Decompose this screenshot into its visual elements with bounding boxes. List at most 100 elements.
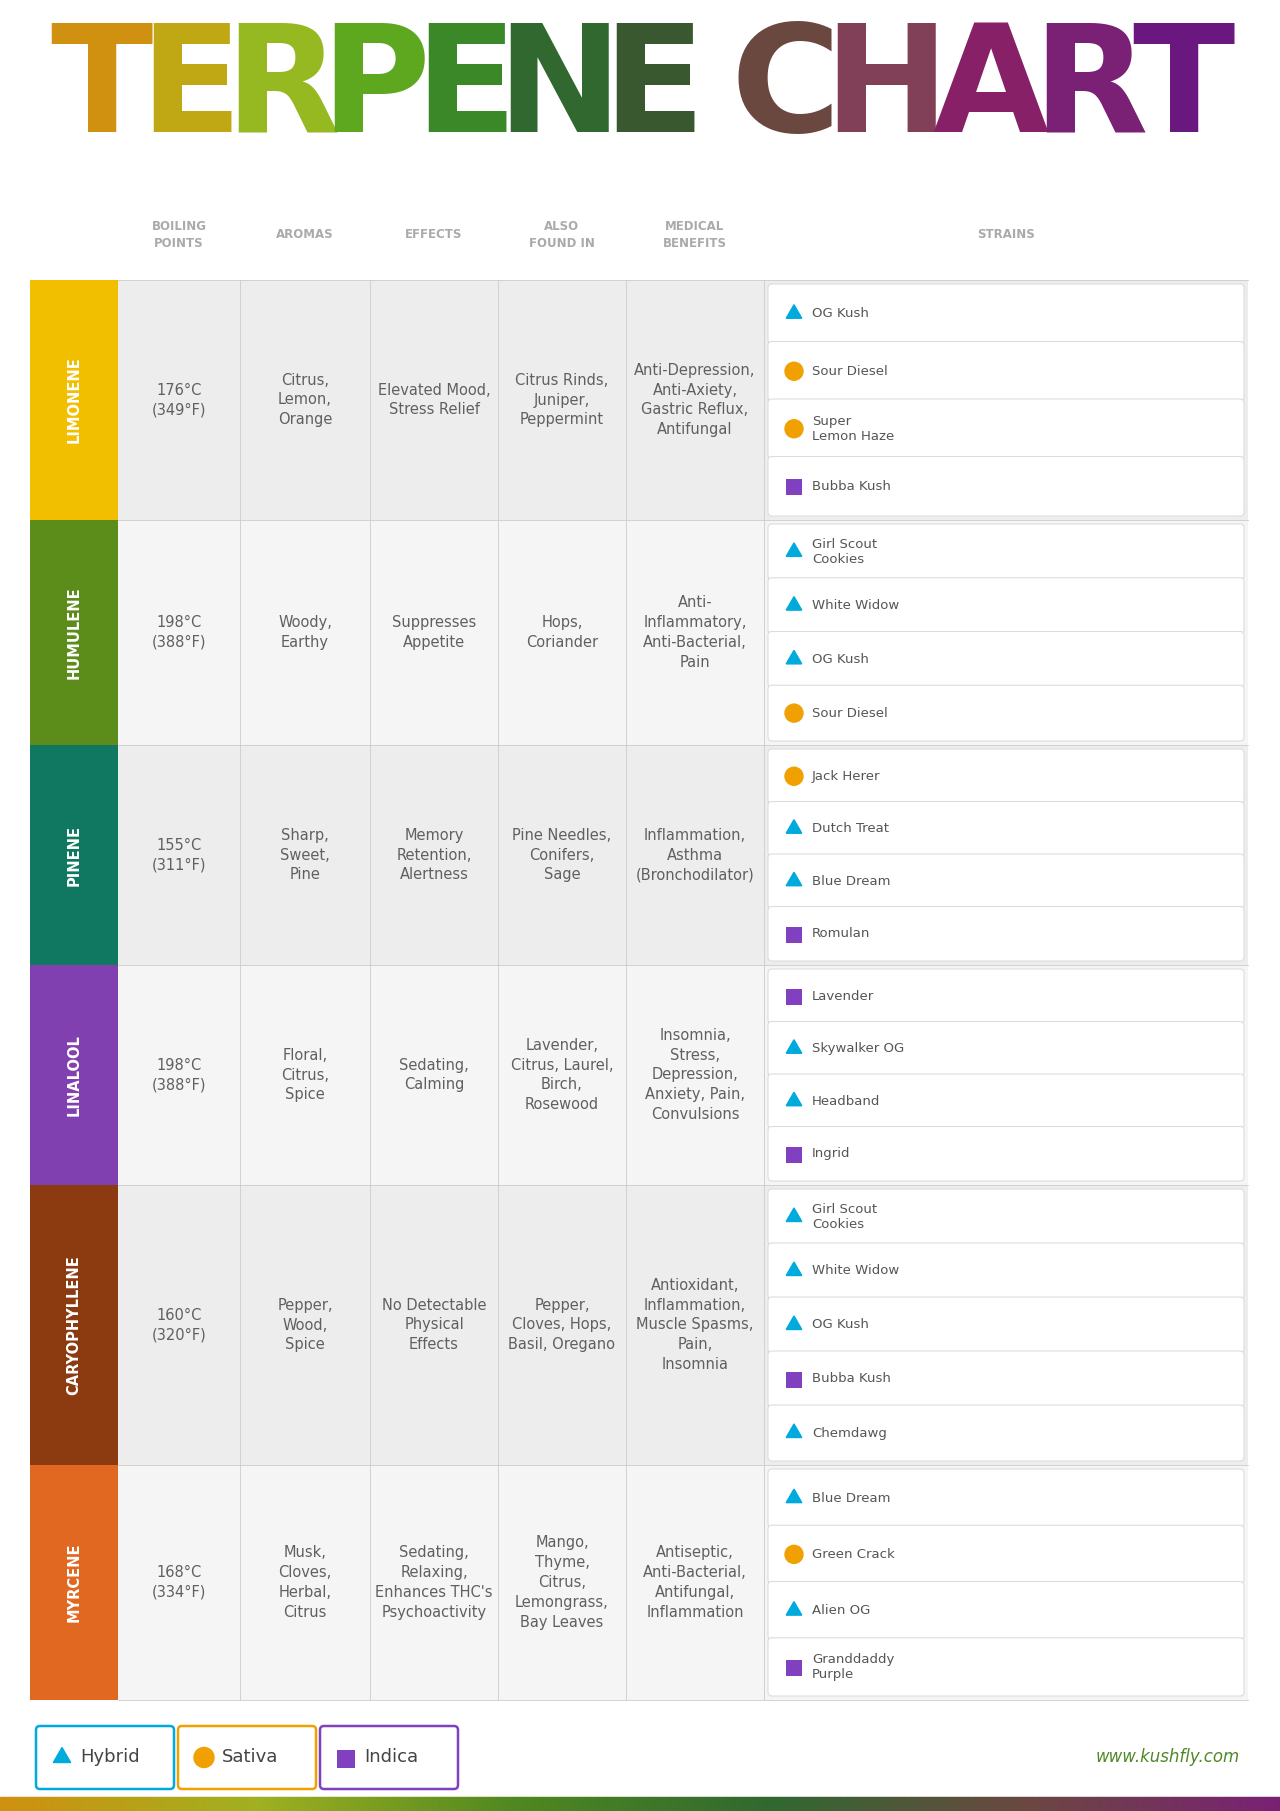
FancyBboxPatch shape: [118, 520, 1248, 744]
FancyBboxPatch shape: [786, 989, 803, 1005]
FancyBboxPatch shape: [29, 744, 118, 965]
FancyBboxPatch shape: [768, 284, 1244, 344]
FancyBboxPatch shape: [786, 1661, 803, 1675]
Text: Romulan: Romulan: [812, 927, 870, 940]
Text: Antioxidant,
Inflammation,
Muscle Spasms,
Pain,
Insomnia: Antioxidant, Inflammation, Muscle Spasms…: [636, 1279, 754, 1373]
Text: Girl Scout
Cookies: Girl Scout Cookies: [812, 538, 877, 565]
FancyBboxPatch shape: [29, 965, 118, 1184]
Text: Anti-
Inflammatory,
Anti-Bacterial,
Pain: Anti- Inflammatory, Anti-Bacterial, Pain: [643, 596, 746, 670]
Text: BOILING
POINTS: BOILING POINTS: [151, 219, 206, 250]
Text: Sedating,
Relaxing,
Enhances THC's
Psychoactivity: Sedating, Relaxing, Enhances THC's Psych…: [375, 1545, 493, 1619]
Circle shape: [785, 1545, 803, 1563]
Text: LIMONENE: LIMONENE: [67, 357, 82, 444]
Text: 176°C
(349°F): 176°C (349°F): [152, 382, 206, 417]
FancyBboxPatch shape: [786, 1373, 803, 1387]
Text: EFFECTS: EFFECTS: [406, 228, 462, 241]
FancyBboxPatch shape: [768, 578, 1244, 634]
Text: E: E: [140, 18, 242, 163]
FancyBboxPatch shape: [786, 927, 803, 944]
Text: 160°C
(320°F): 160°C (320°F): [151, 1308, 206, 1342]
Text: 198°C
(388°F): 198°C (388°F): [152, 616, 206, 650]
Text: Alien OG: Alien OG: [812, 1605, 870, 1617]
Text: Citrus Rinds,
Juniper,
Peppermint: Citrus Rinds, Juniper, Peppermint: [516, 373, 608, 427]
FancyBboxPatch shape: [768, 1581, 1244, 1639]
FancyBboxPatch shape: [118, 1184, 1248, 1465]
Text: MYRCENE: MYRCENE: [67, 1543, 82, 1623]
FancyBboxPatch shape: [768, 685, 1244, 741]
FancyBboxPatch shape: [29, 520, 118, 744]
Text: T: T: [50, 18, 152, 163]
Text: R: R: [224, 18, 339, 163]
FancyBboxPatch shape: [768, 1351, 1244, 1407]
Text: H: H: [823, 18, 948, 163]
Text: Sour Diesel: Sour Diesel: [812, 706, 888, 719]
FancyBboxPatch shape: [786, 1146, 803, 1163]
Text: PINENE: PINENE: [67, 824, 82, 886]
Text: Super
Lemon Haze: Super Lemon Haze: [812, 415, 895, 442]
Circle shape: [785, 704, 803, 723]
Text: Girl Scout
Cookies: Girl Scout Cookies: [812, 1203, 877, 1231]
FancyBboxPatch shape: [768, 1297, 1244, 1353]
FancyBboxPatch shape: [786, 480, 803, 494]
FancyBboxPatch shape: [118, 281, 1248, 520]
Text: Sedating,
Calming: Sedating, Calming: [399, 1058, 468, 1092]
FancyBboxPatch shape: [768, 398, 1244, 458]
Text: www.kushfly.com: www.kushfly.com: [1096, 1748, 1240, 1766]
FancyBboxPatch shape: [768, 632, 1244, 686]
FancyBboxPatch shape: [768, 1405, 1244, 1461]
FancyBboxPatch shape: [768, 1525, 1244, 1583]
FancyBboxPatch shape: [768, 1126, 1244, 1181]
Text: OG Kush: OG Kush: [812, 1318, 869, 1331]
FancyBboxPatch shape: [768, 1190, 1244, 1244]
FancyBboxPatch shape: [768, 456, 1244, 516]
Text: HUMULENE: HUMULENE: [67, 587, 82, 679]
FancyBboxPatch shape: [29, 1184, 118, 1465]
Text: 155°C
(311°F): 155°C (311°F): [152, 838, 206, 873]
FancyBboxPatch shape: [768, 342, 1244, 400]
Circle shape: [195, 1748, 214, 1768]
FancyBboxPatch shape: [768, 1637, 1244, 1695]
FancyBboxPatch shape: [178, 1726, 316, 1789]
FancyBboxPatch shape: [337, 1749, 355, 1768]
Text: AROMAS: AROMAS: [276, 228, 334, 241]
Circle shape: [785, 768, 803, 786]
Text: Hops,
Coriander: Hops, Coriander: [526, 616, 598, 650]
FancyBboxPatch shape: [29, 1465, 118, 1701]
Text: CARYOPHYLLENE: CARYOPHYLLENE: [67, 1255, 82, 1394]
FancyBboxPatch shape: [768, 1242, 1244, 1298]
Text: Green Crack: Green Crack: [812, 1548, 895, 1561]
Text: Indica: Indica: [364, 1748, 419, 1766]
Text: Bubba Kush: Bubba Kush: [812, 480, 891, 493]
Text: E: E: [413, 18, 516, 163]
Text: Lavender,
Citrus, Laurel,
Birch,
Rosewood: Lavender, Citrus, Laurel, Birch, Rosewoo…: [511, 1038, 613, 1112]
Text: N: N: [497, 18, 622, 163]
Text: Skywalker OG: Skywalker OG: [812, 1043, 904, 1056]
Text: STRAINS: STRAINS: [977, 228, 1034, 241]
Text: Lavender: Lavender: [812, 991, 874, 1003]
Text: E: E: [602, 18, 704, 163]
Text: Blue Dream: Blue Dream: [812, 1492, 891, 1505]
Text: 198°C
(388°F): 198°C (388°F): [152, 1058, 206, 1092]
Text: Bubba Kush: Bubba Kush: [812, 1373, 891, 1385]
FancyBboxPatch shape: [118, 965, 1248, 1184]
Text: Chemdawg: Chemdawg: [812, 1427, 887, 1440]
Text: OG Kush: OG Kush: [812, 654, 869, 666]
Polygon shape: [305, 730, 755, 1250]
FancyBboxPatch shape: [29, 281, 118, 520]
Text: R: R: [1032, 18, 1148, 163]
FancyBboxPatch shape: [118, 1465, 1248, 1701]
Text: Hybrid: Hybrid: [79, 1748, 140, 1766]
FancyBboxPatch shape: [768, 855, 1244, 909]
Text: Insomnia,
Stress,
Depression,
Anxiety, Pain,
Convulsions: Insomnia, Stress, Depression, Anxiety, P…: [645, 1029, 745, 1123]
Text: Suppresses
Appetite: Suppresses Appetite: [392, 616, 476, 650]
FancyBboxPatch shape: [768, 750, 1244, 804]
Text: Mango,
Thyme,
Citrus,
Lemongrass,
Bay Leaves: Mango, Thyme, Citrus, Lemongrass, Bay Le…: [515, 1536, 609, 1630]
Text: No Detectable
Physical
Effects: No Detectable Physical Effects: [381, 1298, 486, 1353]
FancyBboxPatch shape: [768, 802, 1244, 857]
Text: 168°C
(334°F): 168°C (334°F): [152, 1565, 206, 1599]
Text: Pepper,
Cloves, Hops,
Basil, Oregano: Pepper, Cloves, Hops, Basil, Oregano: [508, 1298, 616, 1353]
Circle shape: [785, 420, 803, 438]
Text: T: T: [1133, 18, 1235, 163]
Text: Musk,
Cloves,
Herbal,
Citrus: Musk, Cloves, Herbal, Citrus: [278, 1545, 332, 1619]
Text: Woody,
Earthy: Woody, Earthy: [278, 616, 332, 650]
